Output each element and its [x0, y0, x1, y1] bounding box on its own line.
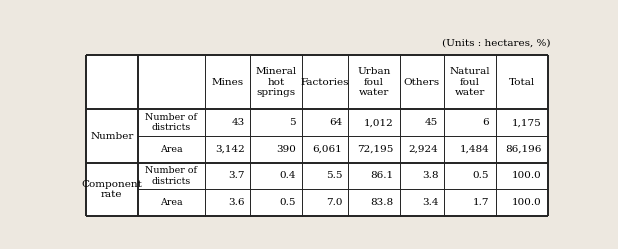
Text: 0.5: 0.5: [279, 198, 296, 207]
Bar: [86, 55, 548, 216]
Text: Area: Area: [160, 145, 183, 154]
Text: Number of
districts: Number of districts: [145, 166, 197, 186]
Text: 64: 64: [329, 118, 342, 127]
Text: (Units : hectares, %): (Units : hectares, %): [442, 39, 551, 48]
Text: Mineral
hot
springs: Mineral hot springs: [256, 67, 297, 97]
Text: 3.6: 3.6: [229, 198, 245, 207]
Text: Mines: Mines: [211, 78, 243, 87]
Text: 100.0: 100.0: [512, 198, 541, 207]
Text: 2,924: 2,924: [408, 145, 438, 154]
Text: 390: 390: [276, 145, 296, 154]
Text: 1,175: 1,175: [512, 118, 541, 127]
Text: 0.4: 0.4: [279, 172, 296, 181]
Text: 100.0: 100.0: [512, 172, 541, 181]
Text: 3.8: 3.8: [422, 172, 438, 181]
Text: 1.7: 1.7: [473, 198, 489, 207]
Text: 83.8: 83.8: [371, 198, 394, 207]
Text: Number of
districts: Number of districts: [145, 113, 197, 132]
Text: 72,195: 72,195: [357, 145, 394, 154]
Text: Factories: Factories: [301, 78, 349, 87]
Text: 5: 5: [289, 118, 296, 127]
Text: Component
rate: Component rate: [82, 180, 142, 199]
Text: 6: 6: [483, 118, 489, 127]
Text: Urban
foul
water: Urban foul water: [357, 67, 391, 97]
Text: Area: Area: [160, 198, 183, 207]
Text: 3,142: 3,142: [215, 145, 245, 154]
Text: 1,484: 1,484: [460, 145, 489, 154]
Text: 0.5: 0.5: [473, 172, 489, 181]
Text: 43: 43: [232, 118, 245, 127]
Text: Number: Number: [90, 131, 133, 140]
Text: 1,012: 1,012: [364, 118, 394, 127]
Text: 86.1: 86.1: [371, 172, 394, 181]
Text: 3.7: 3.7: [229, 172, 245, 181]
Text: 3.4: 3.4: [422, 198, 438, 207]
Text: 45: 45: [425, 118, 438, 127]
Text: Natural
foul
water: Natural foul water: [449, 67, 490, 97]
Text: Total: Total: [509, 78, 535, 87]
Text: 6,061: 6,061: [313, 145, 342, 154]
Text: 86,196: 86,196: [505, 145, 541, 154]
Text: 7.0: 7.0: [326, 198, 342, 207]
Text: Others: Others: [404, 78, 440, 87]
Text: 5.5: 5.5: [326, 172, 342, 181]
